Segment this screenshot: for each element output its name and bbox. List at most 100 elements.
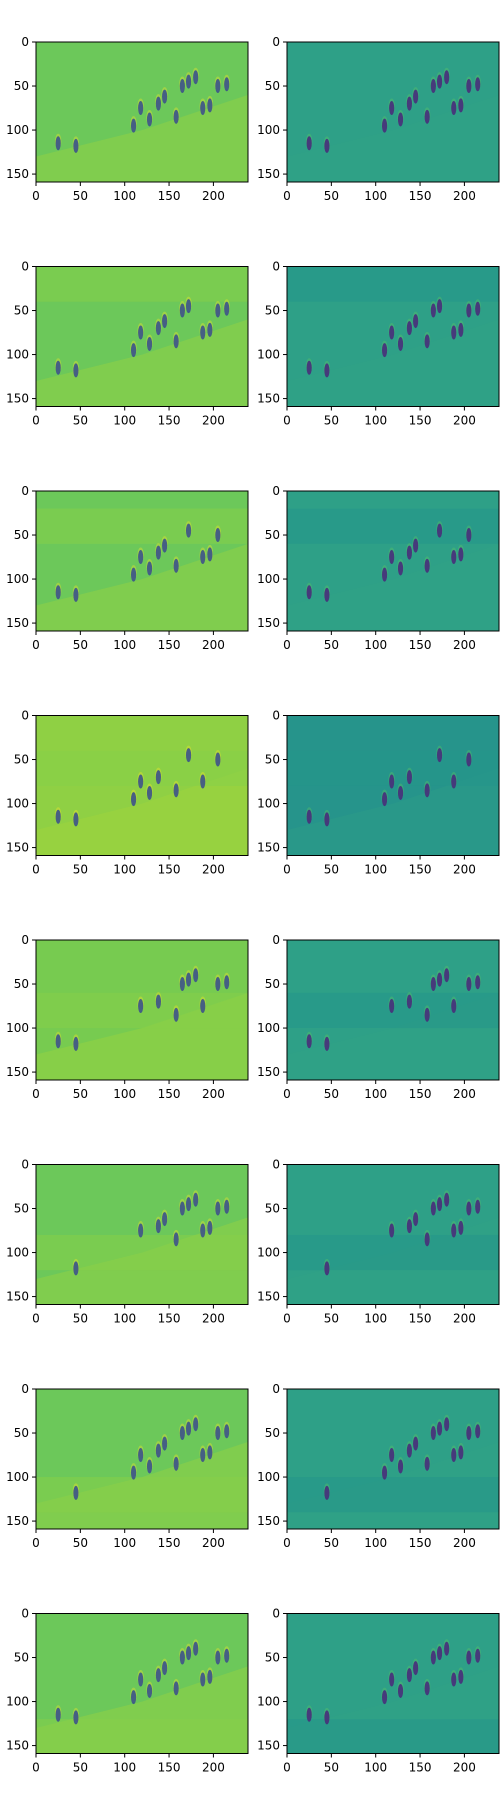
axes-frame — [286, 1388, 500, 1530]
figure-blob — [324, 812, 330, 827]
figure-blob — [406, 96, 413, 111]
x-tick-label: 100 — [113, 863, 136, 877]
band-stripe — [36, 1234, 248, 1271]
figure-blob — [179, 977, 185, 992]
figure-blob — [155, 1443, 162, 1458]
figure-blob — [436, 972, 443, 987]
y-tick-label: 100 — [6, 1470, 29, 1484]
x-tick-label: 200 — [202, 1536, 225, 1550]
figure-blob — [215, 303, 221, 318]
figure-blob — [430, 1201, 436, 1216]
figure-blob — [389, 1672, 395, 1687]
figure-blob — [381, 343, 388, 358]
y-tick-label: 0 — [272, 260, 280, 274]
figure-blob — [200, 1672, 206, 1687]
figure-blob — [458, 1220, 464, 1235]
figure-blob — [475, 975, 481, 990]
figure-blob — [436, 1421, 443, 1436]
figure-blob — [173, 558, 179, 573]
subplot-r4-c1: 0 50 100 150 200 0 50 100 150 — [257, 933, 500, 1101]
x-tick-label: 0 — [283, 638, 291, 652]
figure-blob — [424, 1681, 430, 1696]
figure-blob — [55, 136, 61, 151]
figure-blob — [179, 303, 185, 318]
x-tick-label: 150 — [409, 1312, 432, 1326]
x-tick-label: 100 — [113, 1312, 136, 1326]
x-tick-label: 50 — [73, 1312, 88, 1326]
x-tick-label: 100 — [113, 414, 136, 428]
terrain-region — [287, 319, 499, 407]
figure-blob — [55, 1034, 61, 1049]
figure-blob — [55, 809, 61, 824]
x-tick-label: 150 — [158, 638, 181, 652]
y-tick-label: 0 — [272, 1607, 280, 1621]
y-tick-label: 0 — [272, 1158, 280, 1172]
figure-blob — [397, 561, 404, 576]
figure-blob — [185, 74, 192, 89]
x-tick-label: 0 — [32, 638, 40, 652]
figure-blob — [130, 118, 137, 133]
figure-blob — [173, 1232, 179, 1247]
figure-blob — [436, 748, 443, 763]
axes-frame — [286, 41, 500, 183]
figure-blob — [200, 774, 206, 789]
y-tick-label: 150 — [6, 1290, 29, 1304]
y-tick-label: 0 — [272, 709, 280, 723]
figure-blob — [215, 1201, 221, 1216]
subplot-r3-c0: 0 50 100 150 200 0 50 100 150 — [6, 709, 249, 877]
figure-blob — [444, 1417, 450, 1432]
y-tick-label: 100 — [6, 1021, 29, 1035]
figure-blob — [173, 334, 179, 349]
heatmap-image — [36, 491, 248, 631]
figure-blob — [146, 1683, 153, 1698]
figure-blob — [458, 1669, 464, 1684]
figure-blob — [138, 101, 144, 116]
figure-blob — [200, 101, 206, 116]
x-tick-label: 150 — [158, 1087, 181, 1101]
band-stripe — [36, 1477, 248, 1513]
subplot-r6-c0: 0 50 100 150 200 0 50 100 150 — [6, 1382, 249, 1550]
x-tick-label: 100 — [364, 414, 387, 428]
y-tick-label: 100 — [257, 123, 280, 137]
figure-blob — [138, 1672, 144, 1687]
figure-blob — [155, 1668, 162, 1683]
figure-blob — [173, 783, 179, 798]
figure-blob — [389, 774, 395, 789]
x-tick-label: 50 — [324, 1312, 339, 1326]
figure-blob — [324, 587, 330, 602]
heatmap-image — [287, 42, 499, 182]
x-tick-label: 200 — [202, 1087, 225, 1101]
figure-blob — [193, 968, 199, 983]
figure-blob — [466, 79, 472, 94]
x-tick-label: 50 — [324, 189, 339, 203]
y-tick-label: 100 — [6, 797, 29, 811]
subplot-r3-c1: 0 50 100 150 200 0 50 100 150 — [257, 709, 500, 877]
x-tick-label: 100 — [113, 1536, 136, 1550]
figure-blob — [55, 360, 61, 375]
figure-blob — [73, 138, 79, 153]
x-tick-label: 100 — [113, 1087, 136, 1101]
y-tick-label: 100 — [257, 1695, 280, 1709]
figure-blob — [73, 1261, 79, 1276]
y-tick-label: 100 — [257, 797, 280, 811]
figure-blob — [436, 523, 443, 538]
y-tick-label: 0 — [21, 709, 29, 723]
y-tick-label: 150 — [257, 1514, 280, 1528]
figure-blob — [146, 112, 153, 127]
figure-blob — [466, 528, 472, 543]
figure-blob — [146, 785, 153, 800]
figure-blob — [155, 1219, 162, 1234]
y-tick-label: 100 — [257, 1021, 280, 1035]
band-stripe — [287, 1477, 499, 1513]
figure-blob — [146, 336, 153, 351]
x-tick-label: 200 — [453, 1536, 476, 1550]
figure-blob — [466, 1426, 472, 1441]
x-tick-label: 50 — [73, 1087, 88, 1101]
figure-blob — [138, 550, 144, 565]
x-tick-label: 0 — [32, 189, 40, 203]
figure-blob — [185, 523, 192, 538]
y-tick-label: 50 — [265, 753, 280, 767]
figure-blob — [424, 1456, 430, 1471]
figure-blob — [130, 567, 137, 582]
